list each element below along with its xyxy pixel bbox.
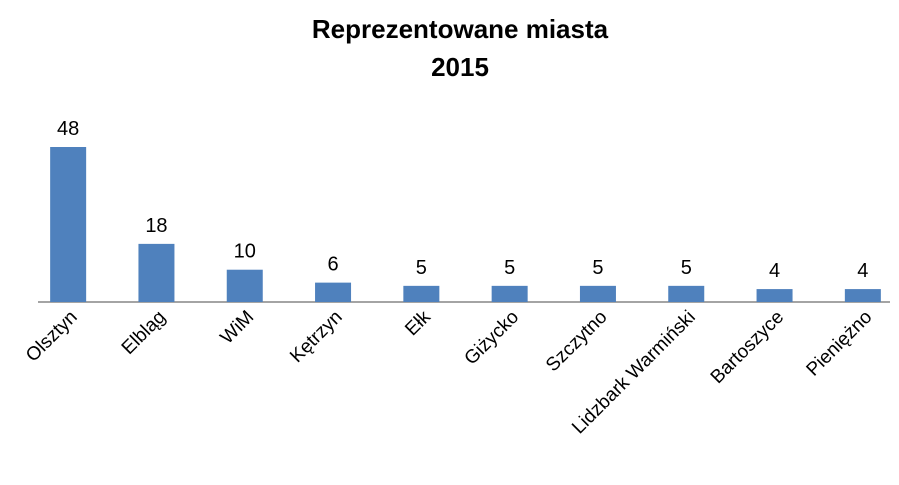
x-tick-label: Ełk [401, 306, 435, 340]
chart-title: Reprezentowane miasta [312, 14, 609, 44]
x-tick-label: Elbląg [118, 307, 170, 359]
bar [226, 269, 263, 302]
x-tick-label: Kętrzyn [286, 307, 346, 367]
bar [579, 285, 616, 302]
data-label: 6 [327, 254, 338, 276]
data-label: 4 [857, 260, 868, 282]
data-label: 5 [681, 257, 692, 279]
data-label: 5 [504, 257, 515, 279]
x-tick-label: Bartoszyce [707, 307, 788, 388]
data-label: 48 [57, 118, 79, 140]
bar [668, 285, 705, 302]
data-label: 5 [592, 257, 603, 279]
x-tick-label: Giżycko [461, 307, 524, 370]
data-label: 18 [145, 215, 167, 237]
bar [403, 285, 440, 302]
bar [844, 289, 881, 302]
bar [138, 243, 175, 302]
bar [756, 289, 793, 302]
x-tick-label: Szczytno [542, 307, 611, 376]
bar [50, 147, 87, 302]
x-tick-label: Olsztyn [22, 307, 82, 367]
data-label: 10 [234, 241, 256, 263]
chart-subtitle: 2015 [431, 52, 489, 82]
data-label: 4 [769, 260, 780, 282]
x-tick-label: Pieniężno [803, 307, 877, 381]
data-label: 5 [416, 257, 427, 279]
x-tick-label: WiM [217, 307, 259, 349]
bar [491, 285, 528, 302]
bar [315, 282, 352, 302]
